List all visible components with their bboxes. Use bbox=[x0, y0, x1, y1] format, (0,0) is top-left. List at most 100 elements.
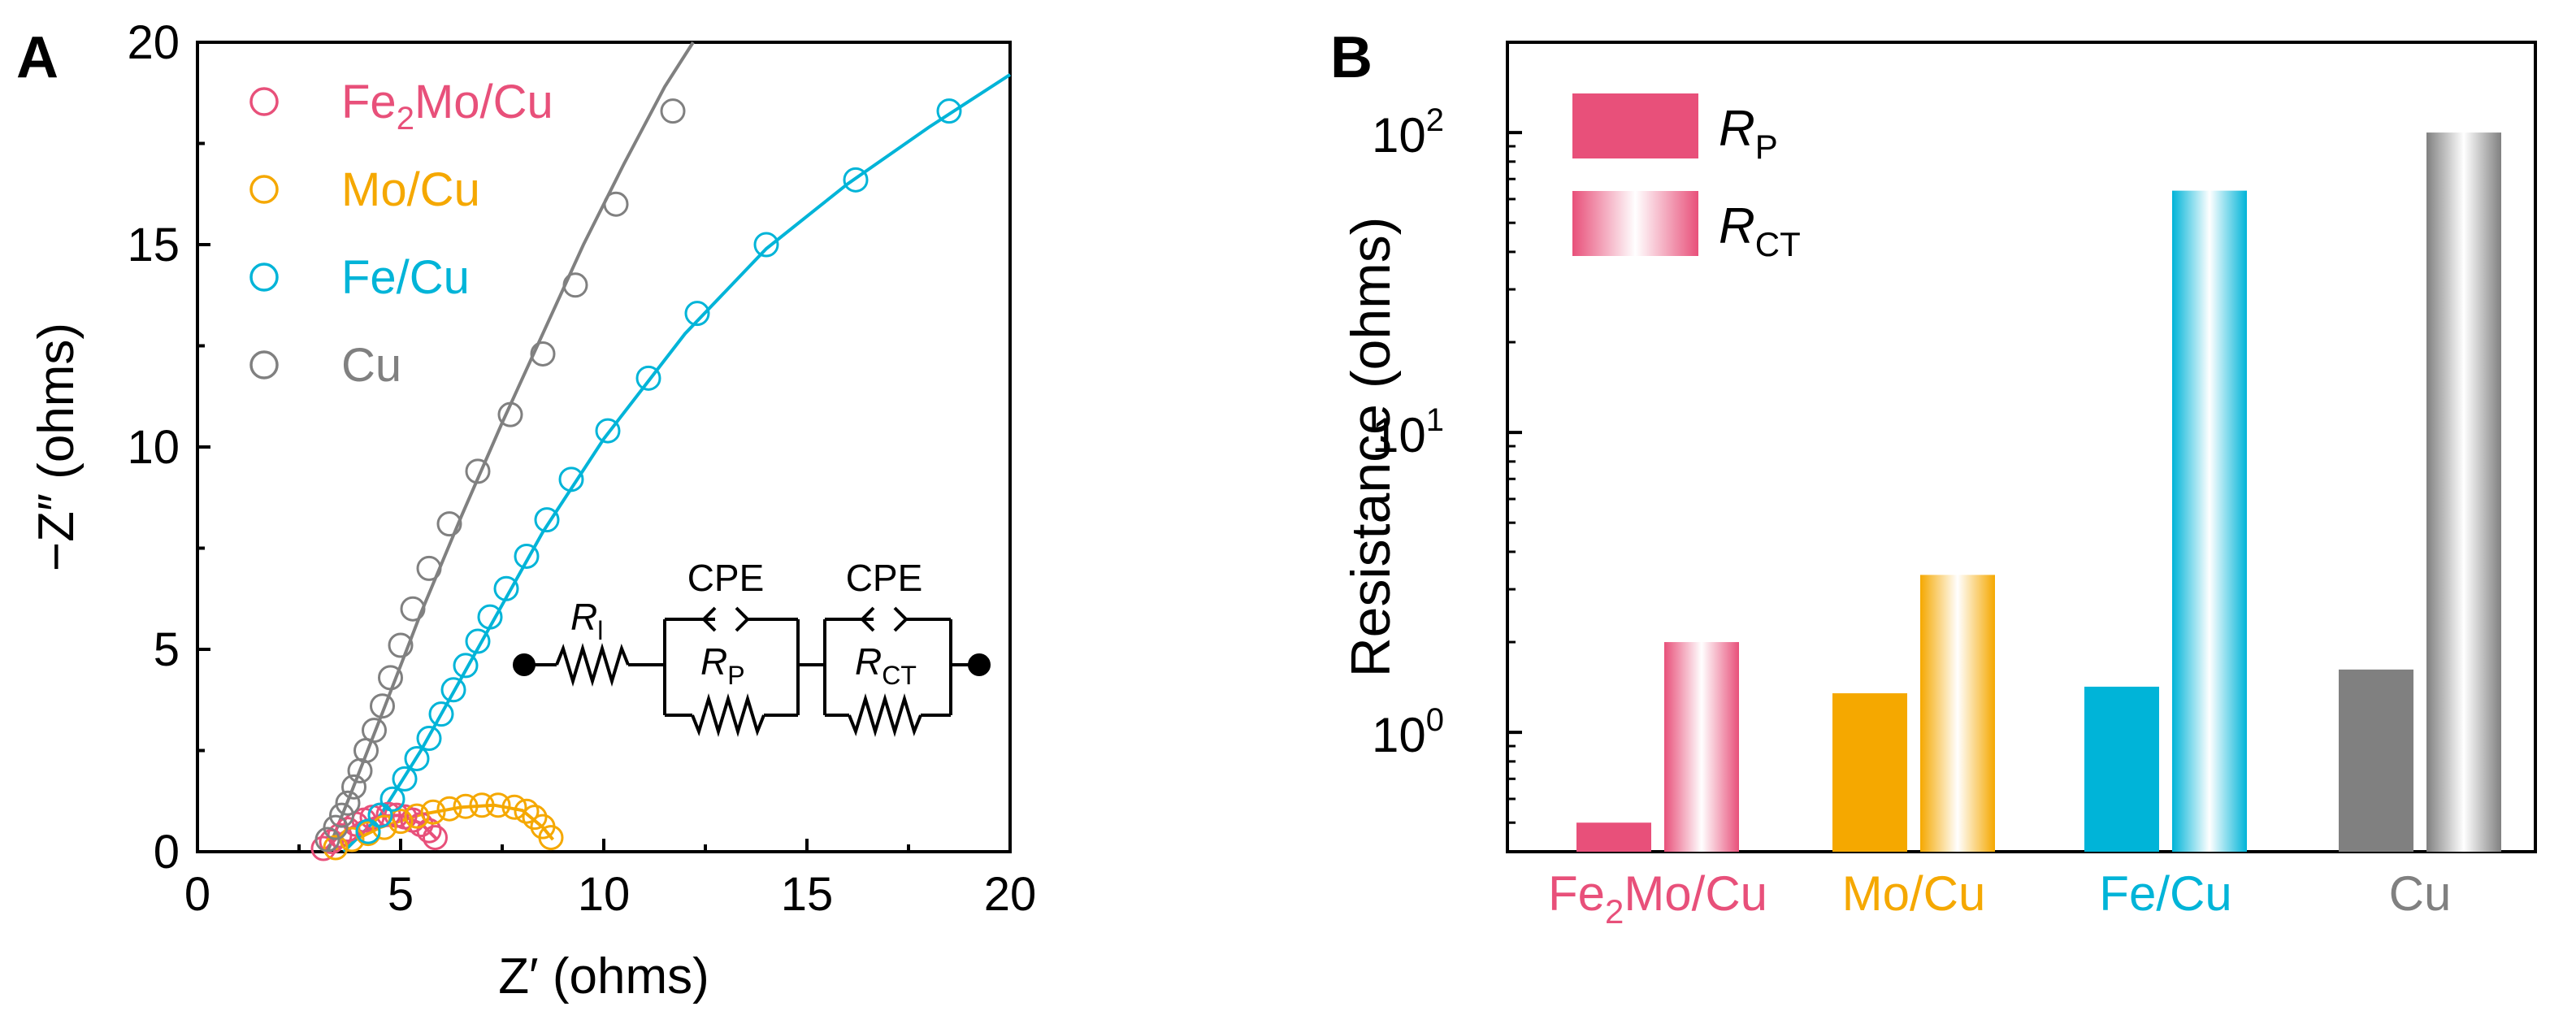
y-tick-label: 101 bbox=[1372, 402, 1444, 462]
data-point-fe bbox=[514, 543, 540, 569]
category-text: Fe bbox=[1548, 866, 1605, 921]
rl-label: Rl bbox=[570, 596, 603, 645]
data-point-cu bbox=[378, 665, 403, 691]
data-point-fe bbox=[440, 677, 466, 703]
data-point-fe bbox=[465, 628, 491, 654]
legend-text: Mo/Cu bbox=[341, 163, 480, 216]
data-point-fe bbox=[355, 818, 381, 844]
x-tick-label: 15 bbox=[781, 868, 834, 921]
legend-marker-mo bbox=[249, 175, 279, 204]
data-point-mo bbox=[371, 814, 397, 840]
panel-a-data-points bbox=[310, 98, 962, 861]
cpe-1-symbol bbox=[735, 606, 750, 632]
data-point-cu bbox=[530, 341, 556, 367]
data-point-cu bbox=[416, 555, 442, 581]
bar-rp-mo bbox=[1832, 693, 1907, 852]
legend-subscript: P bbox=[1755, 128, 1778, 166]
bar-rp-cu bbox=[2339, 669, 2413, 852]
y-tick-exponent: 2 bbox=[1426, 102, 1444, 138]
y-tick-label: 0 bbox=[154, 826, 180, 879]
data-point-cu bbox=[400, 596, 426, 622]
panel-b-y-axis-label: Resistance (ohms) bbox=[1340, 217, 1402, 678]
x-tick-label: 0 bbox=[184, 868, 210, 921]
data-point-fe bbox=[843, 167, 869, 193]
data-point-fe bbox=[595, 418, 621, 444]
legend-marker-cu bbox=[249, 350, 279, 380]
cpe-1-symbol bbox=[701, 606, 717, 632]
circuit-terminal-right bbox=[968, 653, 991, 676]
category-subscript: 2 bbox=[1605, 892, 1624, 931]
legend-text: Fe bbox=[341, 76, 397, 128]
data-point-cu bbox=[335, 790, 361, 816]
legend-swatch-p bbox=[1572, 93, 1698, 158]
data-point-fe bbox=[936, 98, 962, 124]
legend-label-ct: RCT bbox=[1719, 198, 1801, 263]
data-point-fe2mo bbox=[423, 825, 448, 851]
data-point-cu bbox=[329, 802, 354, 828]
data-point-mo bbox=[453, 793, 479, 819]
cpe-2-symbol bbox=[893, 606, 909, 632]
legend-label-fe2mo: Fe2Mo/Cu bbox=[341, 76, 553, 137]
legend-marker-fe2mo bbox=[249, 87, 279, 116]
resistor-rp bbox=[691, 693, 765, 737]
legend-label-p: RP bbox=[1719, 101, 1778, 166]
rl-sub: l bbox=[597, 616, 603, 645]
y-tick-label: 10 bbox=[127, 421, 180, 474]
panel-b-legend: RP RCT bbox=[1572, 93, 1801, 263]
data-point-cu bbox=[362, 718, 387, 744]
data-point-mo bbox=[514, 798, 540, 824]
data-point-fe bbox=[392, 766, 418, 792]
data-point-fe bbox=[367, 802, 393, 828]
legend-main: R bbox=[1719, 198, 1755, 254]
data-point-fe bbox=[684, 301, 710, 327]
legend-text: Cu bbox=[341, 339, 401, 392]
y-tick-exponent: 1 bbox=[1426, 402, 1444, 438]
data-point-fe2mo bbox=[416, 818, 442, 844]
legend-subscript: CT bbox=[1755, 225, 1801, 263]
data-point-cu bbox=[465, 458, 491, 484]
category-label-mo: Mo/Cu bbox=[1842, 866, 1986, 921]
data-point-fe bbox=[416, 726, 442, 752]
x-tick-label: 20 bbox=[984, 868, 1037, 921]
data-point-fe bbox=[379, 786, 405, 812]
data-point-mo bbox=[404, 803, 430, 829]
bar-rct-mo bbox=[1920, 575, 1995, 852]
y-tick-base: 10 bbox=[1372, 108, 1426, 163]
data-point-fe bbox=[635, 365, 661, 391]
bar-rp-fe bbox=[2084, 686, 2159, 852]
panel-b-bars bbox=[1576, 132, 2501, 853]
y-tick-exponent: 0 bbox=[1426, 702, 1444, 738]
panel-a-label: A bbox=[16, 25, 59, 90]
bar-rct-fe bbox=[2172, 190, 2247, 853]
data-point-mo bbox=[420, 799, 446, 825]
rl-main: R bbox=[570, 596, 597, 638]
data-point-fe bbox=[404, 745, 430, 771]
rct-label: RCT bbox=[855, 640, 917, 690]
panel-a-x-axis-label: Z′ (ohms) bbox=[498, 948, 709, 1004]
data-point-mo bbox=[469, 792, 495, 818]
data-point-fe bbox=[428, 701, 454, 727]
rp-main: R bbox=[700, 640, 727, 683]
x-tick-label: 5 bbox=[388, 868, 414, 921]
circuit-labels: CPE CPE Rl RP RCT bbox=[570, 557, 922, 690]
panel-b-category-labels: Fe2Mo/Cu Mo/Cu Fe/Cu Cu bbox=[1548, 866, 2451, 931]
y-tick-label: 102 bbox=[1372, 102, 1444, 163]
x-tick-label: 10 bbox=[578, 868, 631, 921]
data-point-cu bbox=[370, 693, 395, 719]
panel-a-y-axis-label: −Z″ (ohms) bbox=[28, 323, 85, 571]
cpe-1-label: CPE bbox=[687, 557, 765, 599]
y-tick-label: 20 bbox=[127, 16, 180, 69]
y-tick-label: 15 bbox=[127, 219, 180, 271]
legend-label-cu: Cu bbox=[341, 339, 401, 392]
bar-rct-cu bbox=[2426, 132, 2501, 853]
rp-sub: P bbox=[727, 661, 744, 690]
legend-swatch-ct bbox=[1572, 191, 1698, 256]
data-point-mo bbox=[522, 805, 548, 831]
data-point-mo bbox=[501, 794, 527, 820]
data-point-mo bbox=[436, 796, 462, 822]
data-point-cu bbox=[660, 98, 686, 124]
data-point-fe2mo bbox=[375, 801, 401, 827]
